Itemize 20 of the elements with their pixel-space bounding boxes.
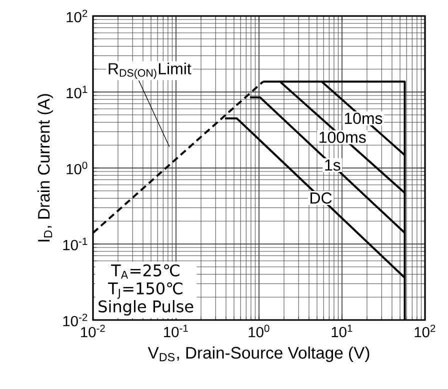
y-tick-label: 10$^{-2}$ <box>63 314 88 326</box>
series-label: 10ms <box>344 112 382 124</box>
series-label: DC <box>310 192 332 204</box>
x-tick-label: 10$^{1}$ <box>332 324 352 338</box>
x-tick-label: 10$^{0}$ <box>248 324 270 338</box>
series-label: 1s <box>325 160 340 171</box>
annotation: T$_{J}$=150℃ <box>108 282 182 299</box>
x-tick-label: 10$^{-2}$ <box>81 324 105 338</box>
series-label: 100ms <box>320 132 366 143</box>
x-axis-title: V$_{DS}$, Drain-Source Voltage (V) <box>148 346 370 362</box>
y-axis-title: I$_{D}$, Drain Current (A) <box>37 94 54 242</box>
annotation: T$_{A}$=25℃ <box>111 264 180 279</box>
y-tick-label: 10$^{2}$ <box>66 10 88 22</box>
y-tick-label: 10$^{-1}$ <box>63 238 88 250</box>
x-tick-label: 10$^{2}$ <box>414 324 436 338</box>
x-tick-label: 10$^{-1}$ <box>164 324 188 338</box>
y-tick-label: 10$^{1}$ <box>66 86 88 98</box>
annotation: R$_{DS(ON)}$Limit <box>108 62 192 79</box>
annotation: Single Pulse <box>98 300 194 316</box>
y-tick-label: 10$^{0}$ <box>66 162 88 174</box>
